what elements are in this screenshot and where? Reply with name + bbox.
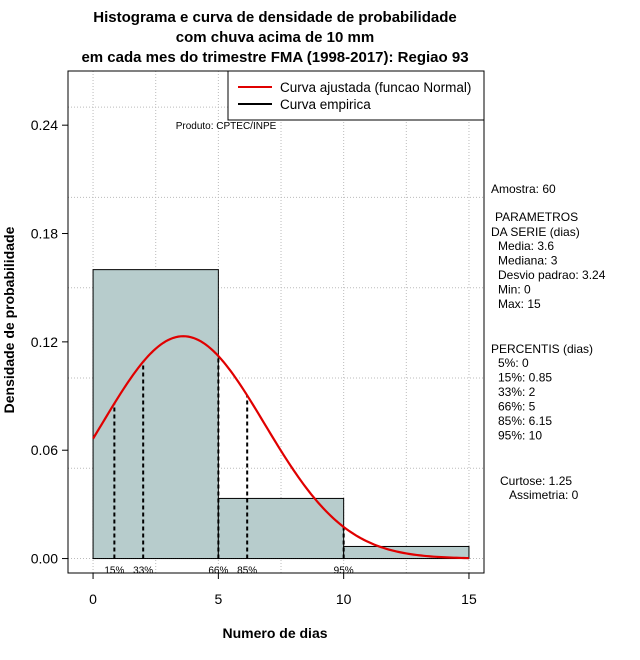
- stats-param: Mediana: 3: [498, 254, 558, 268]
- x-tick-label: 10: [336, 591, 352, 607]
- histogram-bar: [92, 269, 219, 560]
- legend-label: Curva empirica: [280, 97, 371, 112]
- stats-param: Desvio padrao: 3.24: [498, 268, 606, 282]
- stats-sample: Amostra: 60: [491, 182, 556, 196]
- stats-percentil: 15%: 0.85: [498, 371, 552, 385]
- stats-params-header: DA SERIE (dias): [491, 225, 580, 239]
- percentile-marker-label: 85%: [237, 566, 257, 577]
- stats-param: Max: 15: [498, 297, 541, 311]
- histogram-bars: [92, 269, 470, 560]
- legend: Curva ajustada (funcao Normal) Curva empi…: [227, 70, 485, 121]
- legend-label: Curva ajustada (funcao Normal): [280, 80, 471, 95]
- y-tick-label: 0.18: [31, 226, 58, 242]
- x-tick-label: 5: [214, 591, 222, 607]
- chart-title-line-1: Histograma e curva de densidade de proba…: [93, 9, 456, 26]
- legend-box: [227, 70, 485, 121]
- stats-params-header: PARAMETROS: [495, 210, 578, 224]
- percentile-marker-label: 33%: [133, 566, 153, 577]
- stats-param: Min: 0: [498, 283, 531, 297]
- x-tick-label: 15: [461, 591, 477, 607]
- y-tick-label: 0.06: [31, 442, 58, 458]
- stats-percentis-header: PERCENTIS (dias): [491, 342, 593, 356]
- normal-curve-line: [92, 335, 469, 560]
- histogram-bar: [217, 497, 345, 560]
- y-tick-label: 0.24: [31, 117, 58, 133]
- credit-label: Produto: CPTEC/INPE: [176, 121, 277, 132]
- percentile-markers: 15% 33% 66% 85% 95%: [104, 356, 354, 577]
- y-tick-label: 0.00: [31, 551, 58, 567]
- stats-curtose: Curtose: 1.25: [500, 474, 572, 488]
- stats-percentil: 33%: 2: [498, 385, 536, 399]
- stats-assimetria: Assimetria: 0: [509, 488, 579, 502]
- stats-percentil: 5%: 0: [498, 356, 529, 370]
- stats-percentil: 66%: 5: [498, 400, 536, 414]
- x-axis-title: Numero de dias: [222, 625, 327, 641]
- y-tick-label: 0.12: [31, 334, 58, 350]
- percentile-marker-label: 95%: [334, 566, 354, 577]
- stats-param: Media: 3.6: [498, 239, 554, 253]
- chart-title-line-3: em cada mes do trimestre FMA (1998-2017)…: [81, 49, 468, 66]
- chart-title: Histograma e curva de densidade de proba…: [81, 9, 468, 66]
- x-tick-label: 0: [89, 591, 97, 607]
- normal-curve: [92, 335, 469, 560]
- percentile-marker-label: 66%: [208, 566, 228, 577]
- percentile-marker-label: 15%: [104, 566, 124, 577]
- chart-title-line-2: com chuva acima de 10 mm: [176, 29, 374, 46]
- y-axis-title: Densidade de probabilidade: [1, 226, 17, 413]
- stats-percentil: 85%: 6.15: [498, 414, 552, 428]
- stats-percentil: 95%: 10: [498, 429, 542, 443]
